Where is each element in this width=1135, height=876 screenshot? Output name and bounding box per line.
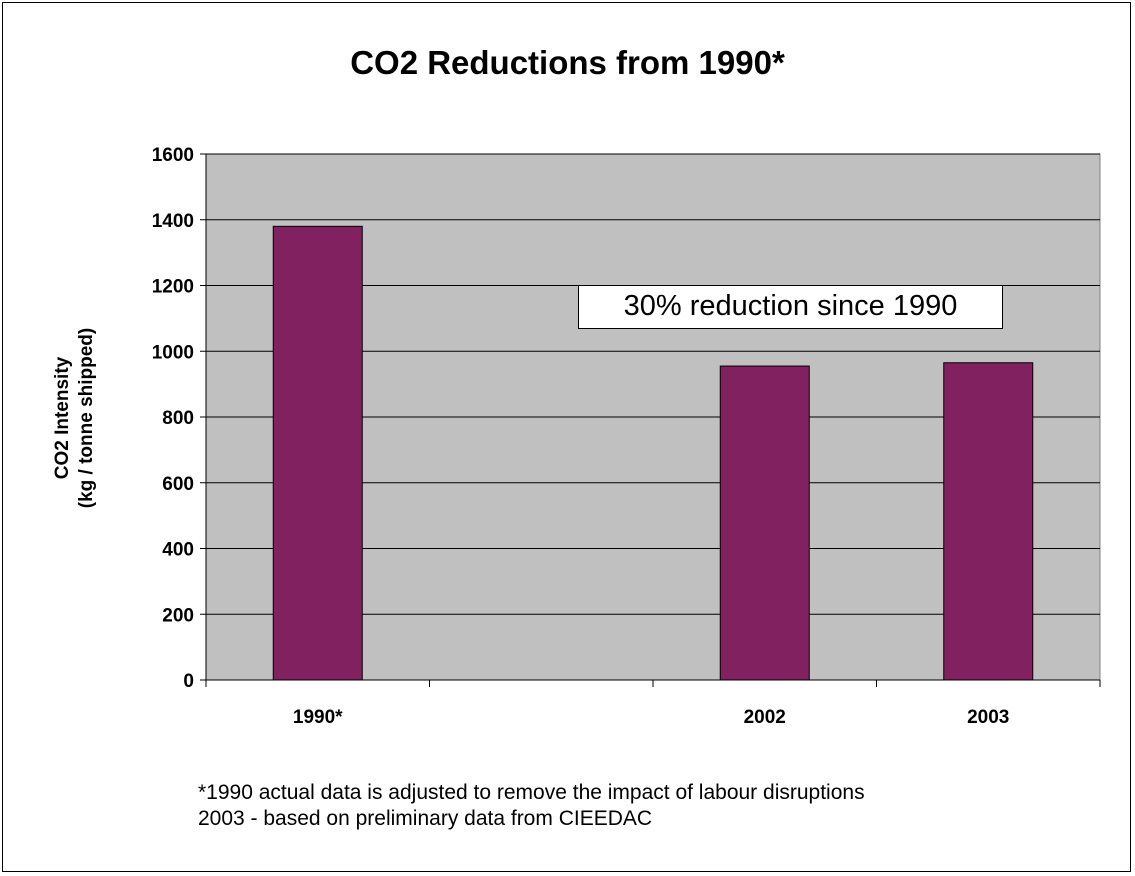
y-tick-label: 0 <box>183 671 194 692</box>
x-tick-label: 2003 <box>967 707 1009 728</box>
footnote-2003: 2003 - based on preliminary data from CI… <box>198 807 653 830</box>
axes <box>200 153 1101 687</box>
y-axis-label-line-2: (kg / tonne shipped) <box>76 327 97 509</box>
y-tick-label: 1600 <box>152 145 194 166</box>
x-tick-label: 2002 <box>744 707 786 728</box>
reduction-annotation: 30% reduction since 1990 <box>578 285 1003 329</box>
bars <box>272 225 1034 681</box>
y-axis-label-line-1: CO2 Intensity <box>52 356 73 480</box>
y-tick-label: 1400 <box>152 211 194 232</box>
footnote-1990: *1990 actual data is adjusted to remove … <box>198 781 865 804</box>
y-axis-label: CO2 Intensity (kg / tonne shipped) <box>51 218 111 618</box>
x-tick-labels: 1990* 2002 2003 <box>293 707 1009 728</box>
x-tick-label: 1990* <box>293 707 343 728</box>
bar-1990 <box>272 225 363 681</box>
y-tick-labels: 0 200 400 600 800 1000 1200 1400 1600 <box>152 145 194 692</box>
bar-2002 <box>719 365 810 681</box>
footnotes: *1990 actual data is adjusted to remove … <box>198 780 865 832</box>
chart-title: CO2 Reductions from 1990* <box>350 44 785 81</box>
y-tick-label: 200 <box>162 605 194 626</box>
bar-2003 <box>943 362 1034 681</box>
y-tick-label: 1000 <box>152 342 194 363</box>
y-tick-label: 1200 <box>152 277 194 298</box>
y-tick-label: 800 <box>162 408 194 429</box>
y-tick-label: 400 <box>162 540 194 561</box>
y-tick-label: 600 <box>162 474 194 495</box>
